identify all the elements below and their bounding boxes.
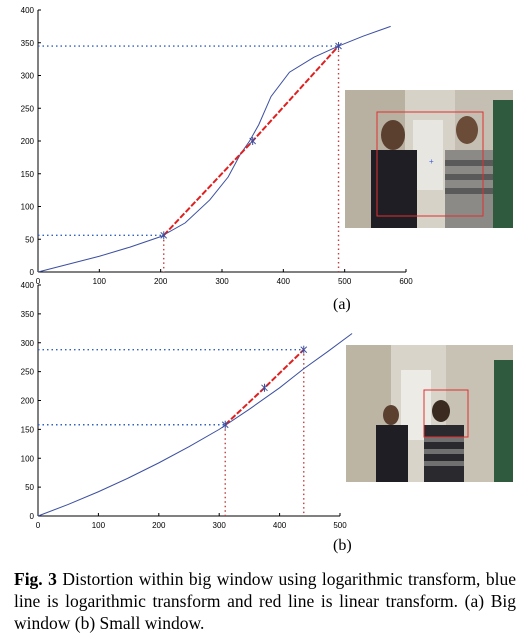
chart-a-x-tick-label: 0	[36, 277, 41, 286]
figure-caption: Fig. 3 Distortion within big window usin…	[14, 568, 516, 634]
chart-b-x-tick-label: 300	[213, 521, 227, 530]
chart-b-x-tick-label: 500	[333, 521, 347, 530]
chart-b-y-tick-label: 200	[21, 397, 35, 406]
chart-a-marker	[335, 42, 342, 51]
chart-a-linear-transform-line	[163, 45, 340, 237]
caption-text: Distortion within big window using logar…	[14, 569, 516, 633]
chart-a-marker	[249, 137, 257, 145]
chart-b-x-tick-label: 200	[152, 521, 166, 530]
chart-a-x-tick-label: 300	[215, 277, 229, 286]
chart-a-y-tick-label: 100	[21, 203, 35, 212]
chart-b-marker	[261, 383, 268, 392]
chart-b-y-tick-label: 100	[21, 454, 35, 463]
photo-small-window	[346, 345, 513, 482]
chart-a-y-tick-label: 200	[21, 137, 35, 146]
chart-a-x-tick-label: 600	[399, 277, 413, 286]
chart-a-marker	[160, 231, 168, 240]
chart-b-marker	[300, 345, 308, 354]
chart-b-y-tick-label: 300	[21, 339, 35, 348]
chart-b-y-tick-label: 350	[21, 310, 35, 319]
chart-b-y-tick-label: 50	[25, 483, 34, 492]
chart-b-y-tick-label: 400	[21, 281, 35, 290]
chart-b-marker	[221, 420, 229, 429]
chart-a-log-transform-line	[37, 25, 391, 273]
svg-text:+: +	[429, 157, 434, 166]
chart-b-x-tick-label: 400	[273, 521, 287, 530]
chart-a-x-tick-label: 400	[277, 277, 291, 286]
chart-a-y-tick-label: 350	[21, 39, 35, 48]
chart-a-y-tick-label: 400	[21, 6, 35, 15]
chart-b-y-tick-label: 250	[21, 368, 35, 377]
chart-b: 0 100 200 300 400 500 0 50 100 150 200 250 300 350 400	[21, 281, 353, 530]
photo-big-window: +	[345, 90, 513, 228]
chart-a-y-tick-label: 300	[21, 72, 35, 81]
chart-a-x-tick-label: 200	[154, 277, 168, 286]
chart-b-x-tick-label: 100	[92, 521, 106, 530]
chart-a-y-tick-label: 50	[25, 235, 34, 244]
chart-b-y-tick-label: 0	[30, 512, 35, 521]
chart-a-x-tick-label: 500	[338, 277, 352, 286]
chart-b-y-tick-label: 150	[21, 425, 35, 434]
panel-a-label: (a)	[333, 296, 351, 313]
chart-a-y-tick-label: 0	[30, 268, 35, 277]
chart-b-log-transform-line	[37, 333, 353, 517]
panel-b-label: (b)	[333, 537, 352, 554]
caption-figure-number: Fig. 3	[14, 569, 57, 589]
chart-a-y-tick-label: 150	[21, 170, 35, 179]
chart-b-x-tick-label: 0	[36, 521, 41, 530]
chart-a-x-tick-label: 100	[93, 277, 107, 286]
chart-a-y-tick-label: 250	[21, 104, 35, 113]
chart-a: 0 100 200 300 400 500 600 0 50 100 150 200 250 300 350…	[21, 6, 414, 286]
